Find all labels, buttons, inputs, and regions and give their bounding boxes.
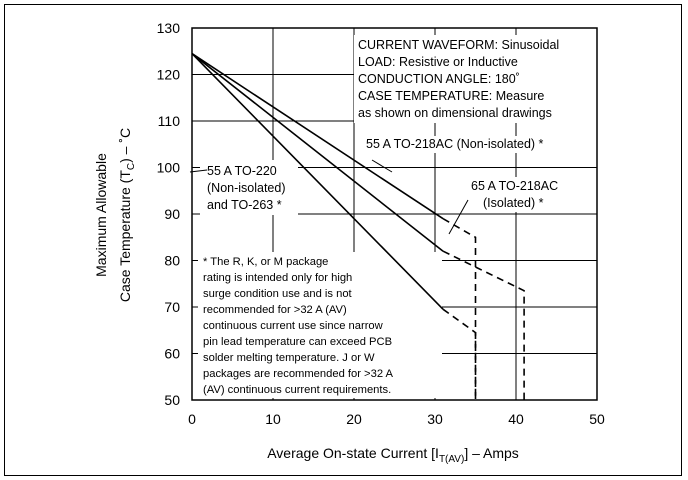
x-axis-label-subscript: T(AV): [439, 454, 464, 465]
y-axis-label-subscript: C: [126, 163, 137, 170]
y-tick-label: 130: [157, 20, 181, 36]
footnote-line: continuous current use since narrow: [203, 320, 384, 332]
footnote-block: * The R, K, or M package rating is inten…: [203, 256, 394, 396]
annotation-line: and TO-263 *: [207, 198, 282, 212]
series-dashed-s3: [442, 218, 477, 400]
series-line-s2: [191, 52, 444, 252]
x-tick-label: 0: [188, 411, 196, 427]
annotation-55a-to220: 55 A TO-220 (Non-isolated) and TO-263 *: [207, 164, 286, 212]
annotation-leader: [371, 159, 393, 173]
footnote-line: recommended for >32 A (AV): [203, 304, 347, 316]
annotation-line: (Non-isolated): [207, 181, 286, 195]
series-lines: [191, 52, 525, 400]
annotation-line: 55 A TO-220: [207, 164, 277, 178]
y-tick-label: 80: [164, 253, 180, 269]
y-axis-label-main: Case Temperature (T: [117, 170, 133, 302]
series-dashed-s2: [442, 250, 525, 400]
x-tick-label: 10: [265, 411, 281, 427]
y-axis-label-line-2: Case Temperature (TC) – ˚C: [117, 128, 137, 302]
condition-line-1: CURRENT WAVEFORM: Sinusoidal: [358, 38, 559, 52]
x-axis-label-tail: ] – Amps: [464, 445, 518, 461]
annotation-line: 55 A TO-218AC (Non-isolated) *: [366, 137, 544, 151]
series-line-s3: [191, 52, 444, 220]
x-tick-label: 50: [589, 411, 605, 427]
footnote-line: rating is intended only for high: [203, 272, 352, 284]
y-tick-label: 50: [164, 392, 180, 408]
series-dashed-s1: [442, 308, 477, 400]
plot-area: [191, 27, 598, 401]
annotation-leader: [448, 199, 469, 235]
annotation-leader: [189, 169, 208, 173]
annotation-line: (Isolated) *: [483, 196, 544, 210]
annotation-line: 65 A TO-218AC: [471, 179, 558, 193]
y-tick-label: 70: [164, 299, 180, 315]
footnote-line: pin lead temperature can exceed PCB: [203, 336, 392, 348]
series-line-s1: [191, 53, 444, 310]
footnote-line: packages are recommended for >32 A: [203, 368, 394, 380]
y-axis-label: Maximum Allowable Case Temperature (TC) …: [93, 128, 137, 302]
y-axis-label-line-1: Maximum Allowable: [93, 153, 109, 277]
y-tick-label: 60: [164, 346, 180, 362]
condition-line-5: as shown on dimensional drawings: [358, 106, 552, 120]
y-axis-label-tail: ) – ˚C: [117, 128, 133, 163]
x-tick-label: 30: [427, 411, 443, 427]
chart-frame: [4, 4, 682, 476]
annotation-65a-to218ac: 65 A TO-218AC (Isolated) *: [471, 179, 558, 210]
x-tick-label: 40: [508, 411, 524, 427]
annotation-55a-to218ac: 55 A TO-218AC (Non-isolated) *: [366, 137, 544, 151]
footnote-line: (AV) continuous current requirements.: [203, 384, 391, 396]
condition-line-4: CASE TEMPERATURE: Measure: [358, 89, 544, 103]
x-axis-label-main: Average On-state Current [I: [267, 445, 439, 461]
condition-line-2: LOAD: Resistive or Inductive: [358, 55, 518, 69]
condition-line-3: CONDUCTION ANGLE: 180˚: [358, 72, 520, 86]
y-tick-label: 120: [157, 67, 181, 83]
conditions-block: CURRENT WAVEFORM: Sinusoidal LOAD: Resis…: [358, 38, 559, 120]
x-tick-label: 20: [346, 411, 362, 427]
y-tick-label: 100: [157, 160, 181, 176]
y-tick-label: 90: [164, 206, 180, 222]
y-tick-label: 110: [158, 113, 181, 129]
x-axis-label: Average On-state Current [IT(AV)] – Amps: [267, 445, 519, 465]
annotation-connectors: [189, 159, 469, 235]
footnote-line: solder melting temperature. J or W: [203, 352, 375, 364]
footnote-line: surge condition use and is not: [203, 288, 353, 300]
footnote-line: * The R, K, or M package: [203, 256, 328, 268]
